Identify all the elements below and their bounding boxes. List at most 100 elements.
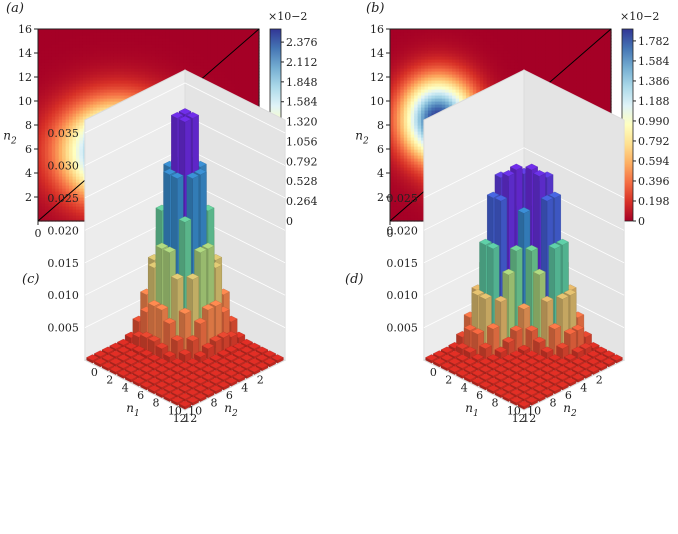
heatmap-cell bbox=[58, 158, 63, 162]
heatmap-cell bbox=[255, 35, 260, 39]
heatmap-cell bbox=[141, 44, 146, 48]
heatmap-cell bbox=[234, 71, 239, 75]
heatmap-cell bbox=[72, 113, 77, 117]
heatmap-cell bbox=[421, 59, 426, 63]
heatmap-cell bbox=[55, 47, 60, 51]
heatmap-cell bbox=[69, 98, 74, 102]
heatmap-cell bbox=[396, 32, 401, 36]
heatmap-cell bbox=[221, 83, 226, 87]
heatmap-cell bbox=[234, 59, 239, 63]
heatmap-cell bbox=[417, 167, 422, 171]
heatmap-cell bbox=[58, 41, 63, 45]
heatmap-cell bbox=[48, 128, 53, 132]
heatmap-cell bbox=[113, 53, 119, 57]
heatmap-cell bbox=[252, 29, 257, 33]
heatmap-cell bbox=[62, 113, 67, 117]
heatmap-cell bbox=[162, 65, 167, 69]
heatmap-cell bbox=[141, 74, 146, 78]
heatmap-cell bbox=[41, 149, 46, 153]
heatmap-cell bbox=[103, 47, 108, 51]
heatmap-cell bbox=[396, 83, 401, 87]
heatmap-cell bbox=[72, 119, 77, 123]
heatmap-cell bbox=[124, 92, 129, 96]
heatmap-cell bbox=[417, 125, 422, 129]
heatmap-cell bbox=[245, 29, 250, 33]
heatmap-cell bbox=[238, 38, 243, 42]
heatmap-cell bbox=[38, 188, 43, 192]
heatmap-cell bbox=[110, 89, 115, 93]
heatmap-cell bbox=[48, 116, 53, 120]
heatmap-cell bbox=[44, 65, 49, 69]
heatmap-cell bbox=[227, 68, 232, 72]
heatmap-cell bbox=[158, 53, 163, 57]
heatmap-cell bbox=[89, 56, 94, 60]
heatmap-cell bbox=[393, 107, 398, 111]
heatmap-cell bbox=[110, 77, 115, 81]
heatmap-cell bbox=[48, 170, 53, 174]
heatmap-cell bbox=[93, 110, 98, 114]
heatmap-cell bbox=[41, 110, 46, 114]
heatmap-cell bbox=[400, 167, 405, 171]
heatmap-cell bbox=[390, 56, 395, 60]
heatmap-cell bbox=[55, 98, 60, 102]
heatmap-cell bbox=[151, 38, 156, 42]
heatmap-cell bbox=[224, 38, 229, 42]
heatmap-cell bbox=[245, 86, 250, 90]
heatmap-cell bbox=[69, 215, 74, 219]
heatmap-cell bbox=[407, 35, 412, 39]
heatmap-cell bbox=[396, 50, 401, 54]
heatmap-cell bbox=[393, 125, 398, 129]
heatmap-cell bbox=[245, 71, 250, 75]
heatmap-cell bbox=[400, 170, 405, 174]
heatmap-cell bbox=[55, 188, 60, 192]
heatmap-cell bbox=[390, 116, 395, 120]
heatmap-cell bbox=[421, 38, 426, 42]
heatmap-cell bbox=[403, 194, 408, 198]
heatmap-cell bbox=[48, 203, 53, 207]
heatmap-cell bbox=[227, 77, 232, 81]
heatmap-cell bbox=[403, 89, 408, 93]
heatmap-cell bbox=[131, 80, 136, 84]
heatmap-cell bbox=[407, 71, 412, 75]
heatmap-cell bbox=[407, 77, 412, 81]
heatmap-cell bbox=[203, 41, 208, 45]
heatmap-cell bbox=[65, 206, 70, 210]
heatmap-cell bbox=[396, 137, 401, 141]
heatmap-cell bbox=[407, 191, 412, 195]
heatmap-cell bbox=[51, 173, 56, 177]
heatmap-cell bbox=[148, 38, 153, 42]
heatmap-cell bbox=[165, 56, 170, 60]
heatmap-cell bbox=[417, 137, 422, 141]
heatmap-cell bbox=[407, 125, 412, 129]
heatmap-cell bbox=[65, 122, 70, 126]
heatmap-cell bbox=[414, 104, 419, 108]
heatmap-cell bbox=[238, 41, 243, 45]
heatmap-cell bbox=[393, 200, 398, 204]
heatmap-cell bbox=[393, 155, 398, 159]
heatmap-cell bbox=[224, 44, 229, 48]
heatmap-cell bbox=[421, 140, 426, 144]
heatmap-cell bbox=[44, 77, 49, 81]
heatmap-cell bbox=[75, 65, 81, 69]
heatmap-cell bbox=[186, 59, 191, 63]
heatmap-cell bbox=[165, 68, 170, 72]
heatmap-cell bbox=[224, 32, 229, 36]
heatmap-cell bbox=[51, 101, 56, 105]
heatmap-cell bbox=[141, 56, 146, 60]
heatmap-cell bbox=[55, 176, 60, 180]
heatmap-cell bbox=[69, 188, 74, 192]
heatmap-cell bbox=[414, 101, 419, 105]
heatmap-cell bbox=[414, 182, 419, 186]
heatmap-cell bbox=[103, 98, 108, 102]
heatmap-cell bbox=[69, 140, 74, 144]
heatmap-cell bbox=[421, 167, 426, 171]
heatmap-cell bbox=[186, 29, 191, 33]
heatmap-cell bbox=[96, 80, 101, 84]
heatmap-cell bbox=[62, 83, 67, 87]
heatmap-cell bbox=[200, 50, 205, 54]
heatmap-cell bbox=[86, 83, 91, 87]
heatmap-cell bbox=[158, 62, 163, 66]
heatmap-cell bbox=[103, 68, 108, 72]
heatmap-cell bbox=[155, 59, 160, 63]
heatmap-cell bbox=[393, 35, 398, 39]
